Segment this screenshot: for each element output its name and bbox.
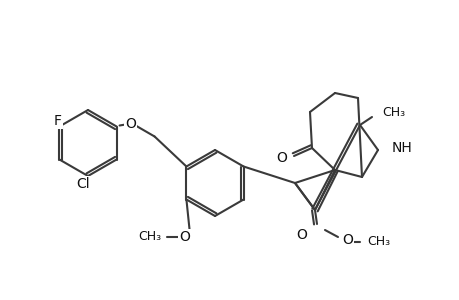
Text: O: O <box>296 228 307 242</box>
Text: CH₃: CH₃ <box>138 230 161 244</box>
Text: CH₃: CH₃ <box>381 106 404 119</box>
Text: O: O <box>276 151 287 165</box>
Text: O: O <box>341 233 352 247</box>
Text: O: O <box>179 230 190 244</box>
Text: O: O <box>125 118 136 131</box>
Text: NH: NH <box>391 141 412 155</box>
Text: CH₃: CH₃ <box>366 236 389 248</box>
Text: F: F <box>53 113 62 128</box>
Text: Cl: Cl <box>76 177 90 191</box>
